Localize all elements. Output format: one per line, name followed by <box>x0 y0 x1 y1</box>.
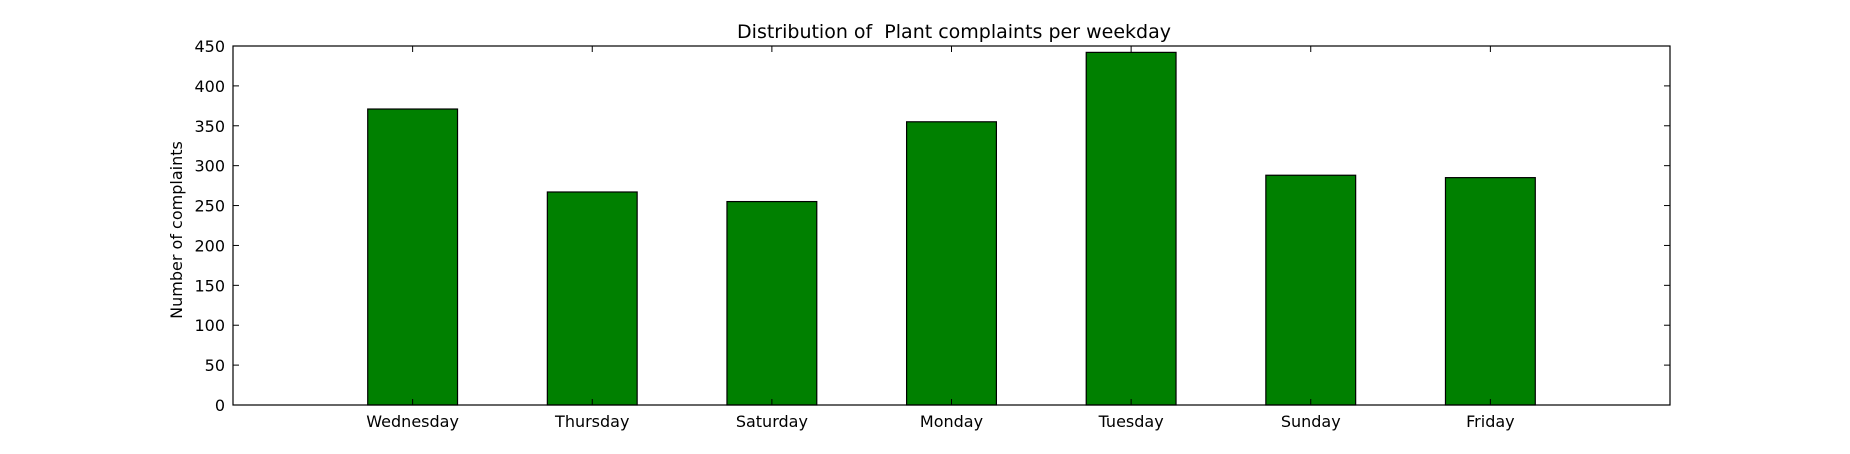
ticks-layer <box>233 45 1670 406</box>
y-tick-label: 50 <box>205 356 225 375</box>
y-tick-label: 100 <box>194 316 225 335</box>
bar-friday <box>1444 177 1536 406</box>
bar-sunday <box>1265 174 1357 406</box>
y-tick-label: 200 <box>194 236 225 255</box>
chart-title: Distribution of Plant complaints per wee… <box>737 21 1171 43</box>
y-tick-label: 350 <box>194 117 225 136</box>
bars-layer <box>367 51 1536 406</box>
x-tick-label: Sunday <box>1281 412 1341 431</box>
y-tick-label: 150 <box>194 276 225 295</box>
bar-tuesday <box>1085 51 1177 406</box>
y-tick-labels: 0 50 100 150 200 250 300 350 400 450 <box>194 37 225 415</box>
y-tick-label: 400 <box>194 77 225 96</box>
y-tick-label: 450 <box>194 37 225 56</box>
y-tick-label: 300 <box>194 157 225 176</box>
bar-saturday <box>726 200 818 406</box>
x-tick-label: Saturday <box>736 412 808 431</box>
bar-monday <box>905 121 998 406</box>
bar-thursday <box>546 191 638 406</box>
bar-wednesday <box>367 108 459 406</box>
x-tick-label: Monday <box>920 412 983 431</box>
x-tick-label: Tuesday <box>1098 412 1164 431</box>
y-tick-label: 0 <box>215 396 225 415</box>
y-tick-label: 250 <box>194 197 225 216</box>
x-tick-labels: Wednesday Thursday Saturday Monday Tuesday Su… <box>366 412 1514 431</box>
x-tick-label: Thursday <box>554 412 629 431</box>
y-axis-label: Number of complaints <box>167 141 186 319</box>
x-tick-label: Wednesday <box>366 412 459 431</box>
x-tick-label: Friday <box>1466 412 1515 431</box>
